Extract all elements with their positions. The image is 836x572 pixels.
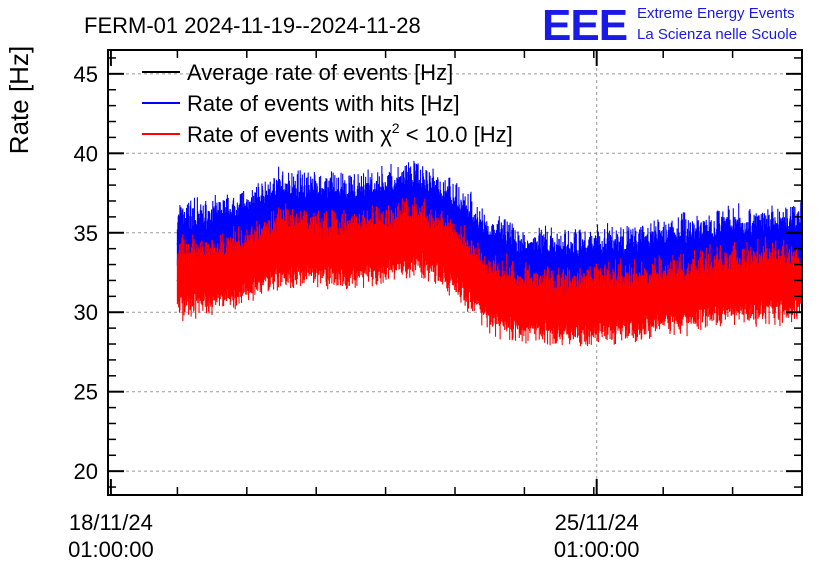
x-tick-label-time: 01:00:00 — [554, 537, 640, 562]
series-point-1 — [662, 260, 664, 263]
y-tick-label: 20 — [74, 459, 98, 484]
eee-logo-line2: La Scienza nelle Scuole — [637, 26, 797, 43]
y-tick-label: 45 — [74, 62, 98, 87]
x-tick-label-time: 01:00:00 — [68, 537, 154, 562]
x-tick-label-date: 25/11/24 — [555, 510, 639, 535]
series-point-1 — [627, 266, 630, 269]
y-tick-label: 40 — [74, 141, 98, 166]
eee-logo-mark: EEE — [542, 1, 627, 50]
y-tick-label: 25 — [74, 380, 98, 405]
legend-item-chi2: Rate of events with χ2 < 10.0 [Hz] — [142, 120, 513, 147]
legend-item-average: Average rate of events [Hz] — [142, 60, 453, 85]
series-point-2 — [315, 249, 318, 252]
series-point-2 — [211, 276, 213, 279]
series-point-2 — [488, 292, 491, 294]
series-point-1 — [315, 212, 318, 215]
legend-chi2-symbol: χ — [380, 122, 392, 147]
series-point-2 — [246, 265, 248, 267]
series-band-2 — [176, 197, 803, 347]
legend-chi2-sup: 2 — [392, 120, 400, 136]
y-tick-label: 35 — [74, 221, 98, 246]
series-point-2 — [280, 246, 283, 248]
series-point-1 — [419, 203, 422, 205]
legend: Average rate of events [Hz] Rate of even… — [142, 60, 513, 147]
series-point-2 — [384, 244, 387, 247]
legend-label-hits: Rate of events with hits [Hz] — [187, 91, 460, 116]
series-layer — [176, 160, 803, 347]
legend-label-average: Average rate of events [Hz] — [187, 60, 453, 85]
series-point-2 — [523, 305, 526, 307]
chart-title: FERM-01 2024-11-19--2024-11-28 — [84, 13, 421, 38]
series-point-1 — [454, 222, 456, 225]
series-point-2 — [558, 308, 560, 310]
y-axis-ticks: 20 25 30 35 40 45 — [74, 57, 802, 488]
legend-chi2-suffix: < 10.0 [Hz] — [400, 122, 513, 147]
y-axis-label: Rate [Hz] — [4, 46, 34, 154]
series-point-2 — [593, 305, 595, 307]
series-point-1 — [384, 208, 387, 210]
eee-logo: EEE Extreme Energy Events La Scienza nel… — [542, 1, 797, 50]
y-tick-label: 30 — [74, 300, 98, 325]
legend-label-chi2: Rate of events with χ2 < 10.0 [Hz] — [187, 120, 513, 147]
series-point-1 — [350, 216, 352, 218]
series-point-2 — [697, 290, 699, 293]
series-point-1 — [697, 254, 699, 256]
legend-chi2-prefix: Rate of events with — [187, 122, 380, 147]
series-point-1 — [488, 255, 491, 258]
series-point-2 — [662, 297, 664, 299]
x-tick-label-date: 18/11/24 — [69, 510, 153, 535]
series-point-2 — [627, 303, 630, 306]
series-point-1 — [176, 243, 179, 245]
series-point-2 — [454, 258, 456, 261]
eee-logo-line1: Extreme Energy Events — [637, 5, 795, 22]
series-point-2 — [176, 279, 179, 282]
series-point-2 — [731, 286, 734, 288]
series-point-2 — [350, 251, 352, 253]
series-point-2 — [419, 238, 422, 240]
legend-item-hits: Rate of events with hits [Hz] — [142, 91, 460, 116]
series-point-2 — [766, 282, 769, 285]
